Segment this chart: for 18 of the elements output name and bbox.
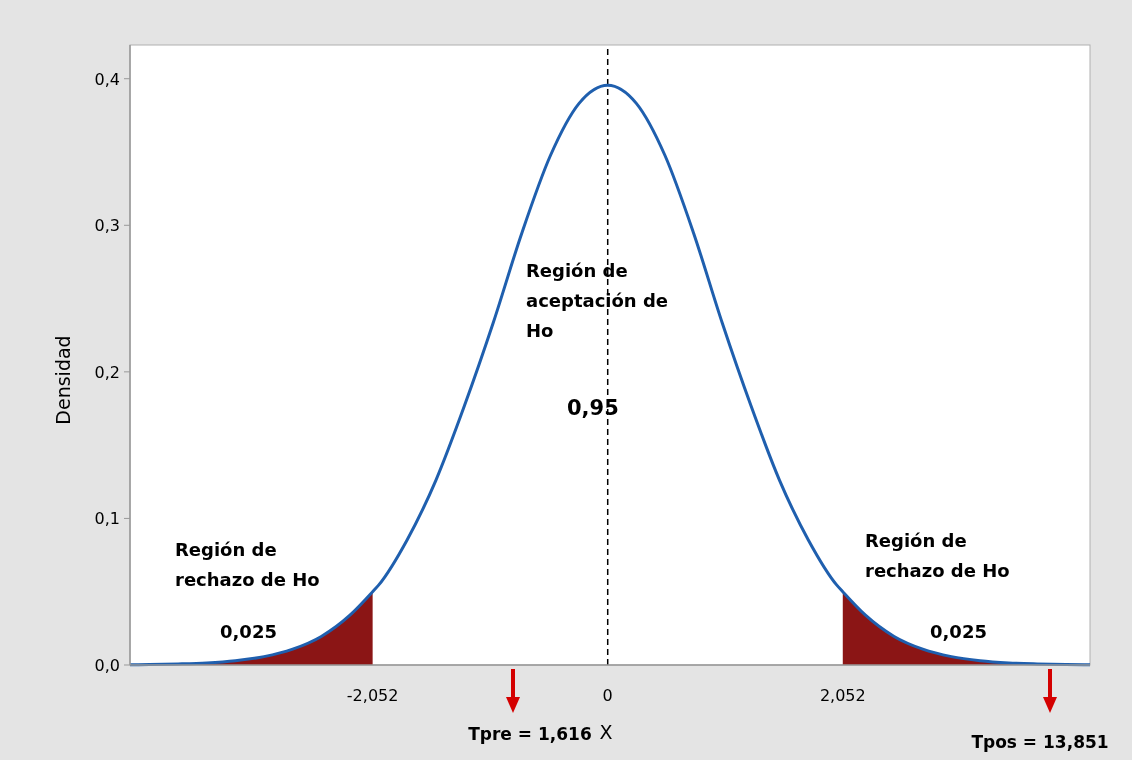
x-axis-title: X xyxy=(599,721,613,743)
y-tick-label: 0,2 xyxy=(94,362,120,382)
annotation: 0,95 xyxy=(567,396,619,420)
x-tick-label: -2,052 xyxy=(346,686,399,705)
y-tick-label: 0,1 xyxy=(94,509,120,529)
y-tick-label: 0,3 xyxy=(94,216,120,236)
text: Tpos = 13,851 xyxy=(971,732,1109,752)
y-tick-label: 0,0 xyxy=(94,656,120,675)
annotation: Región de rechazo de Ho xyxy=(175,539,320,590)
y-axis-title: Densidad xyxy=(52,335,74,425)
y-tick-label: 0,4 xyxy=(94,69,120,89)
x-tick-label: 0 xyxy=(602,686,613,705)
x-tick-label: 2,052 xyxy=(819,686,866,705)
annotation: Región de aceptación de Ho xyxy=(526,260,669,341)
annotation: Región de rechazo de Ho xyxy=(865,530,1010,581)
text: Tpre = 1,616 xyxy=(468,724,592,744)
annotation: 0,025 xyxy=(220,621,277,642)
annotation: 0,025 xyxy=(930,621,987,642)
